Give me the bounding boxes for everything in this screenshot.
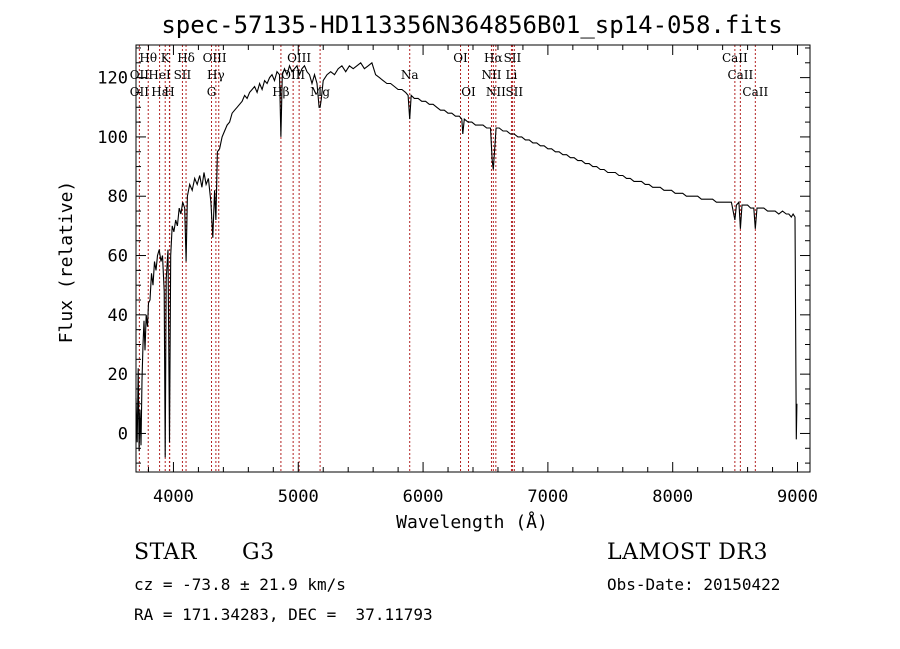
- line-label: Li: [506, 68, 518, 82]
- spectral-subclass: G3: [242, 540, 275, 565]
- line-label: SII: [174, 68, 192, 82]
- line-label: OI: [453, 51, 468, 65]
- line-label: CaII: [727, 68, 753, 82]
- line-label: OIII: [203, 51, 227, 65]
- redshift-velocity: cz = -73.8 ± 21.9 km/s: [134, 575, 346, 594]
- y-tick-label: 0: [118, 424, 128, 444]
- line-label: OIII: [287, 51, 311, 65]
- y-tick-label: 120: [97, 69, 128, 89]
- survey-name: LAMOST DR3: [607, 540, 768, 565]
- line-label: Hθ: [139, 51, 157, 65]
- line-label: OII: [130, 68, 150, 82]
- line-label: SII: [504, 51, 522, 65]
- spectrum-line: [135, 61, 798, 458]
- x-tick-label: 7000: [527, 487, 568, 507]
- line-markers: [138, 45, 756, 472]
- x-tick-label: 5000: [278, 487, 319, 507]
- line-label: Hδ: [177, 51, 195, 65]
- line-label: Hε: [151, 85, 168, 99]
- chart-title: spec-57135-HD113356N364856B01_sp14-058.f…: [161, 11, 782, 39]
- observation-date: Obs-Date: 20150422: [607, 575, 781, 594]
- line-label: NII: [486, 85, 506, 99]
- y-tick-label: 60: [108, 247, 128, 267]
- coordinates: RA = 171.34283, DEC = 37.11793: [134, 605, 433, 624]
- line-label: K: [161, 51, 171, 65]
- object-class: STAR: [134, 540, 197, 565]
- y-axis-label: Flux (relative): [56, 181, 77, 344]
- x-tick-label: 6000: [403, 487, 444, 507]
- axis-ticks: 4000 5000 6000 7000 8000 9000 0 20 40 60 80 100 120: [97, 45, 818, 507]
- line-label: NII: [481, 68, 501, 82]
- x-tick-label: 4000: [153, 487, 194, 507]
- line-label: H: [164, 85, 174, 99]
- y-tick-label: 100: [97, 128, 128, 148]
- line-label: Hα: [484, 51, 503, 65]
- line-label: HeI: [148, 68, 171, 82]
- line-label: OI: [461, 85, 476, 99]
- line-label: G: [207, 85, 217, 99]
- line-label: OIII: [281, 68, 305, 82]
- y-tick-label: 40: [108, 306, 128, 326]
- x-tick-label: 9000: [777, 487, 818, 507]
- line-label: SII: [505, 85, 523, 99]
- line-label: Hβ: [272, 85, 289, 99]
- line-label: Mg: [310, 85, 330, 99]
- line-label: Na: [401, 68, 419, 82]
- y-tick-label: 20: [108, 365, 128, 385]
- x-tick-label: 8000: [652, 487, 693, 507]
- line-label: Hγ: [207, 68, 225, 82]
- line-label: CaII: [742, 85, 768, 99]
- x-axis-label: Wavelength (Å): [396, 511, 548, 533]
- plot-frame: [135, 44, 811, 473]
- y-tick-label: 80: [108, 187, 128, 207]
- line-label: CaII: [722, 51, 748, 65]
